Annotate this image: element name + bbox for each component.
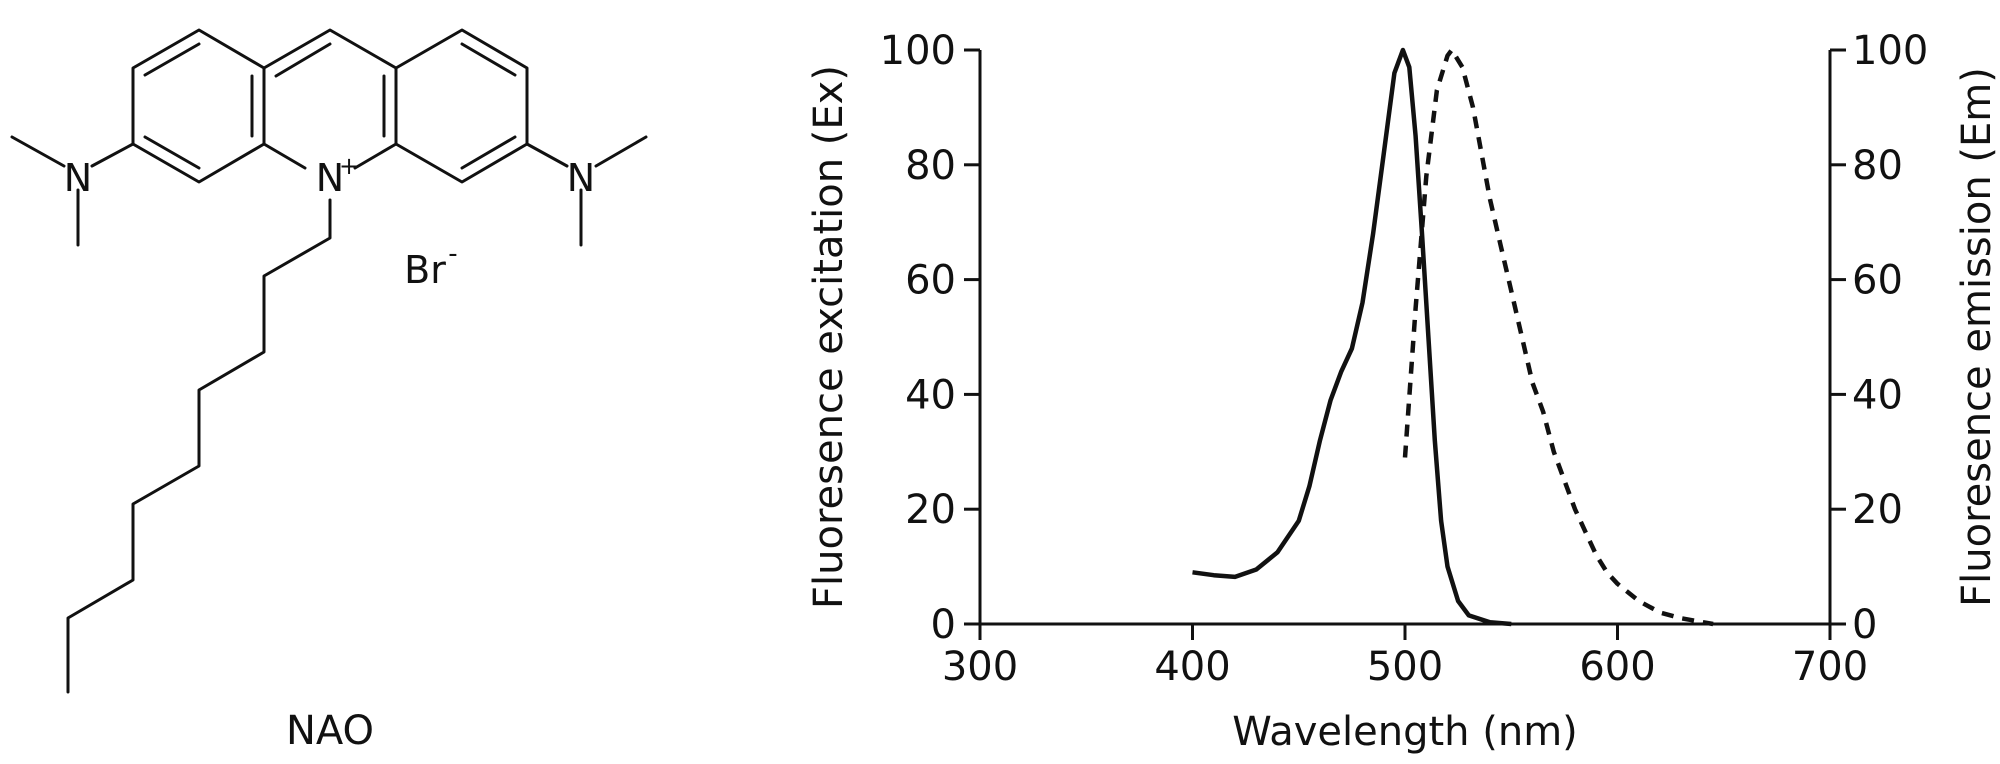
spectra-chart: 300 400 500 600 700 0 20 40 60 80 100 0 20 40 60 80 10… — [806, 28, 2000, 755]
y-left-tick-label: 80 — [905, 143, 956, 189]
left-ring-inner-bonds — [143, 42, 254, 170]
nonyl-chain — [66, 198, 332, 694]
y-right-tick-label: 20 — [1852, 487, 1903, 533]
x-tick-label: 500 — [1367, 644, 1443, 690]
middle-ring-bonds — [262, 28, 398, 170]
x-ticks: 300 400 500 600 700 — [942, 624, 1868, 690]
n-right-label: N — [567, 156, 595, 200]
right-ring-bonds — [394, 28, 529, 184]
right-amine-bonds — [525, 135, 648, 247]
left-amine-bonds — [10, 135, 135, 247]
x-tick-label: 400 — [1154, 644, 1230, 690]
bromide-label: Br — [404, 248, 446, 292]
y-right-tick-label: 0 — [1852, 602, 1877, 648]
emission-series-line — [1402, 47, 1714, 627]
y-left-tick-label: 20 — [905, 487, 956, 533]
y-left-tick-label: 100 — [880, 28, 956, 74]
y-right-tick-label: 100 — [1852, 28, 1928, 74]
y-right-ticks: 0 20 40 60 80 100 — [1830, 28, 1928, 648]
y-left-tick-label: 40 — [905, 372, 956, 418]
x-axis-label: Wavelength (nm) — [1232, 709, 1578, 755]
y-left-tick-label: 0 — [931, 602, 956, 648]
y-right-tick-label: 80 — [1852, 143, 1903, 189]
middle-ring-inner-bonds — [274, 42, 386, 138]
right-ring-inner-bonds — [460, 42, 517, 170]
x-tick-label: 300 — [942, 644, 1018, 690]
y-right-tick-label: 60 — [1852, 258, 1903, 304]
n-left-label: N — [64, 156, 92, 200]
left-ring-bonds — [131, 28, 266, 184]
y-left-ticks: 0 20 40 60 80 100 — [880, 28, 980, 648]
atom-labels: N N + N Br - — [64, 152, 595, 292]
nao-structure — [10, 28, 648, 694]
series-layer — [1192, 47, 1714, 627]
x-tick-label: 700 — [1792, 644, 1868, 690]
y-left-axis-label: Fluoresence excitation (Ex) — [806, 65, 852, 609]
excitation-series-line — [1192, 47, 1512, 627]
n-ring-charge: + — [339, 152, 359, 180]
x-tick-label: 600 — [1579, 644, 1655, 690]
n-ring-label: N — [316, 156, 344, 200]
bromide-charge: - — [448, 239, 457, 269]
y-right-tick-label: 40 — [1852, 372, 1903, 418]
y-right-axis-label: Fluoresence emission (Em) — [1954, 67, 2000, 607]
structure-caption: NAO — [286, 708, 374, 754]
y-left-tick-label: 60 — [905, 258, 956, 304]
